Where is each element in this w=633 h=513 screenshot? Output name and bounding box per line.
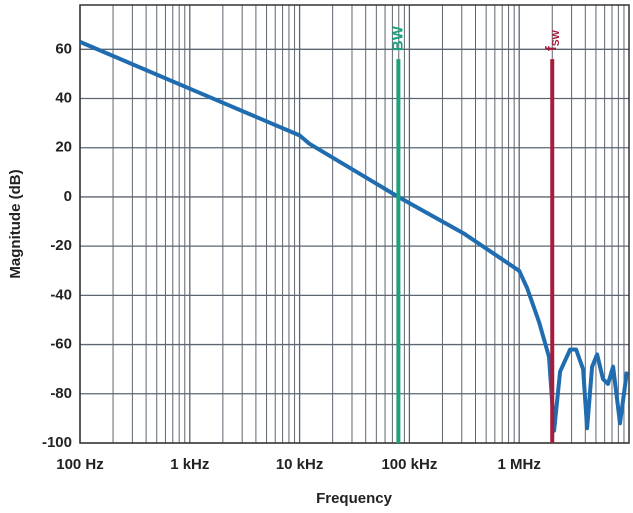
x-tick-label: 1 kHz	[170, 456, 209, 473]
y-axis-label: Magnitude (dB)	[7, 169, 24, 278]
y-tick-label: -60	[50, 336, 72, 353]
y-tick-label: -40	[50, 286, 72, 303]
x-axis-label: Frequency	[316, 490, 393, 507]
marker-label-text: BW	[389, 25, 406, 51]
magnitude-line	[79, 40, 629, 433]
y-tick-label: 20	[55, 139, 72, 156]
y-tick-label: 60	[55, 40, 72, 57]
plot-frame	[79, 4, 630, 444]
marker-label: BW	[389, 25, 406, 51]
marker-label-text: f	[543, 45, 560, 51]
marker-label: fSW	[543, 29, 562, 51]
x-tick-label: 100 kHz	[381, 456, 437, 473]
y-tick-label: -80	[50, 385, 72, 402]
x-tick-label: 10 kHz	[276, 456, 324, 473]
y-tick-label: -20	[50, 237, 72, 254]
x-tick-label: 1 MHz	[498, 456, 541, 473]
x-tick-label: 100 Hz	[56, 456, 104, 473]
y-tick-label: 40	[55, 89, 72, 106]
y-tick-label: 0	[64, 188, 72, 205]
y-tick-label: -100	[42, 434, 72, 451]
marker-label-sub: SW	[551, 29, 562, 46]
